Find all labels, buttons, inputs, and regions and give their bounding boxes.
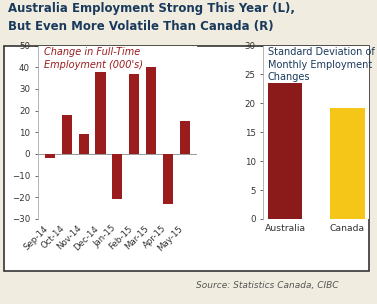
Bar — [129, 74, 139, 154]
Bar — [95, 72, 106, 154]
Bar — [62, 115, 72, 154]
Bar — [112, 154, 123, 199]
Bar — [179, 121, 190, 154]
Text: Standard Deviation of
Monthly Employment
Changes: Standard Deviation of Monthly Employment… — [268, 47, 374, 82]
Bar — [163, 154, 173, 204]
Text: Australia Employment Strong This Year (L),: Australia Employment Strong This Year (L… — [8, 2, 294, 15]
Text: Change in Full-Time
Employment (000's): Change in Full-Time Employment (000's) — [44, 47, 143, 70]
Bar — [330, 108, 365, 219]
Text: Source: Statistics Canada, CIBC: Source: Statistics Canada, CIBC — [196, 281, 339, 290]
Bar — [146, 67, 156, 154]
Bar — [268, 83, 302, 219]
Bar — [79, 134, 89, 154]
Text: But Even More Volatile Than Canada (R): But Even More Volatile Than Canada (R) — [8, 20, 273, 33]
Bar — [45, 154, 55, 158]
